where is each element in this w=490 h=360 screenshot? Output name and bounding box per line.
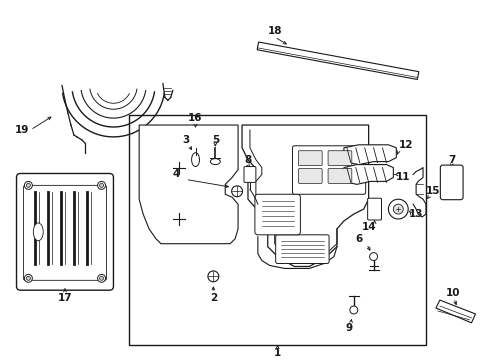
Circle shape bbox=[99, 183, 103, 187]
Text: 2: 2 bbox=[210, 293, 217, 303]
Text: 4: 4 bbox=[172, 170, 179, 180]
FancyBboxPatch shape bbox=[441, 165, 463, 200]
FancyBboxPatch shape bbox=[17, 174, 114, 290]
Text: 12: 12 bbox=[399, 140, 414, 150]
Text: 19: 19 bbox=[15, 125, 29, 135]
Circle shape bbox=[24, 274, 32, 282]
Circle shape bbox=[369, 253, 377, 261]
Circle shape bbox=[98, 181, 105, 189]
Text: 1: 1 bbox=[274, 347, 281, 357]
Polygon shape bbox=[436, 300, 475, 323]
Text: 6: 6 bbox=[355, 234, 363, 244]
Bar bbox=[129, 115, 426, 345]
Text: 5: 5 bbox=[212, 135, 219, 145]
Text: 14: 14 bbox=[361, 222, 376, 232]
FancyBboxPatch shape bbox=[276, 235, 329, 264]
FancyBboxPatch shape bbox=[328, 168, 352, 183]
Text: 11: 11 bbox=[396, 172, 411, 183]
Text: 10: 10 bbox=[445, 288, 460, 298]
FancyBboxPatch shape bbox=[293, 146, 366, 194]
Polygon shape bbox=[257, 42, 419, 80]
Text: 16: 16 bbox=[188, 113, 203, 123]
Polygon shape bbox=[344, 165, 393, 184]
Text: 13: 13 bbox=[409, 209, 423, 219]
FancyBboxPatch shape bbox=[298, 151, 322, 166]
Circle shape bbox=[389, 199, 408, 219]
Polygon shape bbox=[139, 125, 238, 244]
Circle shape bbox=[232, 186, 243, 197]
Polygon shape bbox=[242, 125, 368, 266]
Circle shape bbox=[208, 271, 219, 282]
FancyBboxPatch shape bbox=[368, 198, 382, 220]
FancyBboxPatch shape bbox=[24, 185, 106, 280]
FancyBboxPatch shape bbox=[244, 167, 256, 183]
Polygon shape bbox=[344, 145, 396, 165]
Circle shape bbox=[350, 306, 358, 314]
Text: 18: 18 bbox=[268, 26, 282, 36]
Text: 3: 3 bbox=[182, 135, 189, 145]
Text: 9: 9 bbox=[345, 323, 352, 333]
Text: 8: 8 bbox=[245, 155, 251, 165]
Circle shape bbox=[26, 276, 30, 280]
Ellipse shape bbox=[192, 153, 199, 167]
Circle shape bbox=[98, 274, 105, 282]
Circle shape bbox=[24, 181, 32, 189]
Circle shape bbox=[393, 204, 403, 214]
Text: 15: 15 bbox=[426, 186, 440, 196]
FancyBboxPatch shape bbox=[328, 151, 352, 166]
Ellipse shape bbox=[210, 159, 221, 165]
Circle shape bbox=[26, 183, 30, 187]
FancyBboxPatch shape bbox=[255, 194, 300, 235]
FancyBboxPatch shape bbox=[298, 168, 322, 183]
Circle shape bbox=[99, 276, 103, 280]
Ellipse shape bbox=[33, 223, 43, 241]
Text: 17: 17 bbox=[58, 293, 73, 303]
Text: 7: 7 bbox=[448, 155, 455, 165]
